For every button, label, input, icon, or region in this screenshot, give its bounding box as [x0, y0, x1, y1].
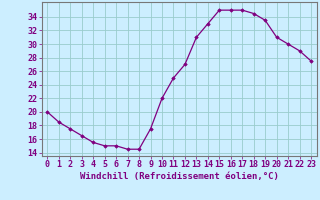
X-axis label: Windchill (Refroidissement éolien,°C): Windchill (Refroidissement éolien,°C) — [80, 172, 279, 181]
